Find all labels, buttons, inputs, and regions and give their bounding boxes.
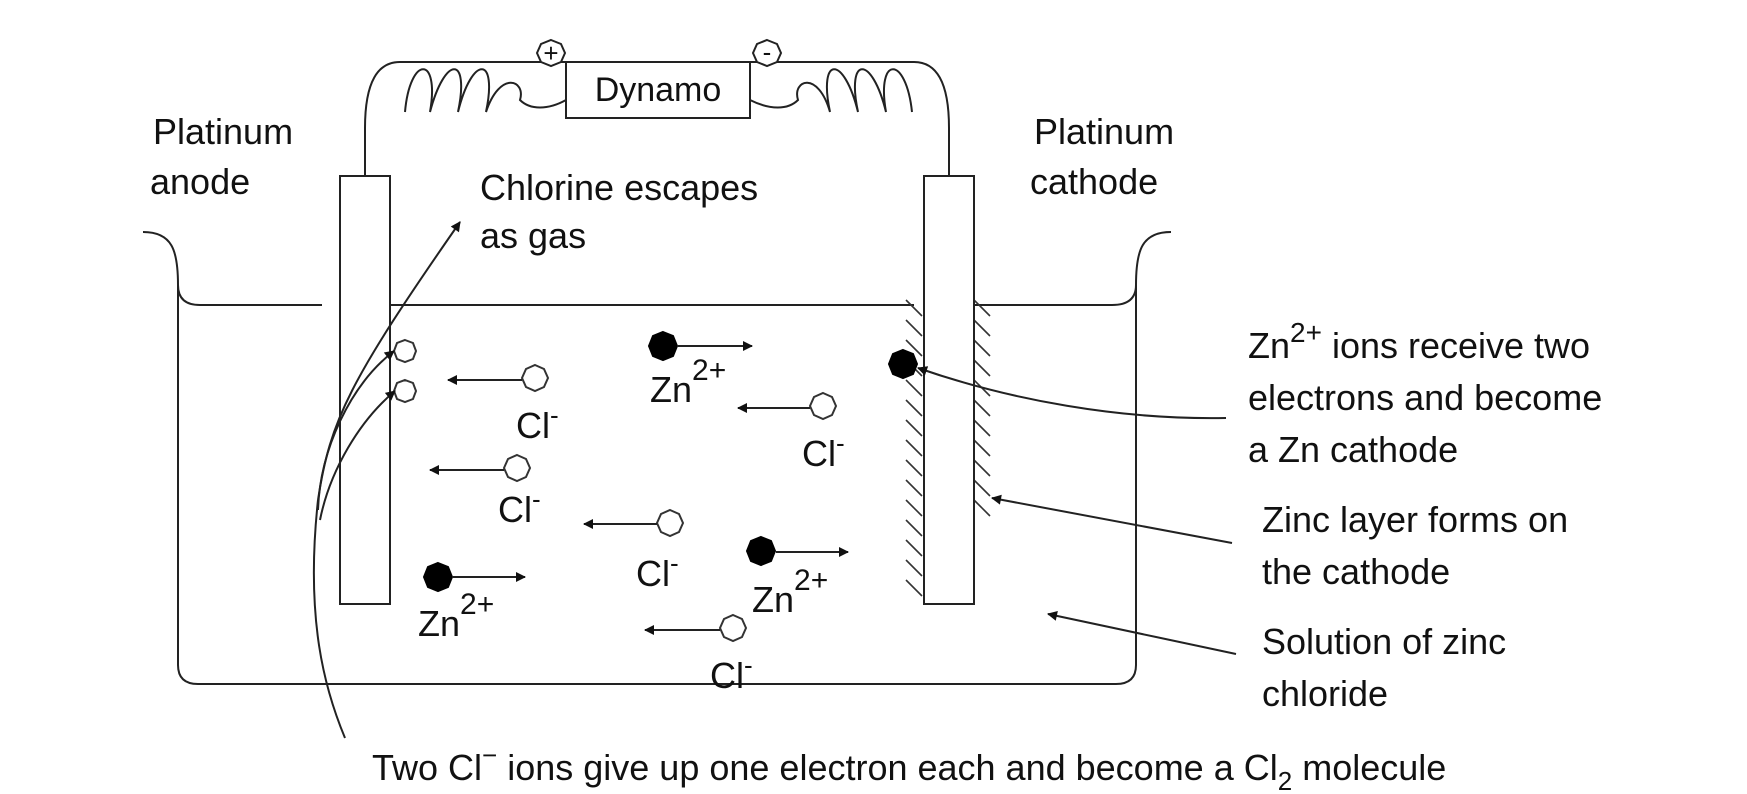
bottom-caption: Two Cl− ions give up one electron each a…: [372, 740, 1446, 794]
liquid-surface: [177, 284, 322, 306]
chloride-ion-label: Cl-: [710, 650, 753, 696]
dynamo-box: [565, 61, 751, 119]
zinc-ion-receive-label: Zn2+ ions receive two electrons and beco…: [1248, 317, 1612, 470]
chloride-ion-label: Cl-: [516, 400, 559, 446]
positive-terminal-icon: [535, 38, 567, 68]
pointer-line: [991, 494, 1233, 544]
pointer-line: [319, 390, 396, 521]
zinc-ion-icon: [745, 535, 777, 567]
chlorine-escape-label: Chlorine escapes as gas: [480, 167, 768, 256]
platinum-anode-electrode: [339, 175, 391, 605]
deposited-zinc-icon: [887, 348, 919, 380]
zinc-layer-hatching: [905, 299, 991, 597]
zinc-ion-label: Zn2+: [418, 588, 494, 644]
wire-left: [364, 60, 567, 176]
chloride-ion-icon: [502, 453, 532, 483]
pointer-line: [917, 366, 1227, 420]
platinum-cathode-electrode: [923, 175, 975, 605]
wire-coil-right: [749, 68, 913, 113]
chloride-ion-icon: [655, 508, 685, 538]
negative-terminal-symbol: -: [763, 37, 772, 67]
chloride-ion-label: Cl-: [802, 428, 845, 474]
wire-coil-left: [404, 68, 567, 113]
chloride-ion-icon: [808, 391, 838, 421]
pointer-line: [1047, 610, 1237, 655]
dynamo-label: Dynamo: [595, 71, 722, 109]
chloride-ion-label: Cl-: [636, 548, 679, 594]
beaker-outline: [142, 231, 1172, 685]
chloride-ion-label: Cl-: [498, 484, 541, 530]
zinc-ion-icon: [647, 330, 679, 362]
zinc-ion-icon: [422, 561, 454, 593]
chlorine-bubble-icon: [392, 378, 418, 404]
anode-label: Platinum anode: [150, 111, 303, 202]
zinc-ion-label: Zn2+: [752, 564, 828, 620]
positive-terminal-symbol: +: [543, 38, 558, 68]
pointer-line: [312, 499, 346, 739]
wire-right: [749, 60, 950, 176]
chlorine-bubble-icon: [392, 338, 418, 364]
zinc-ion-label: Zn2+: [650, 354, 726, 410]
chloride-ion-icon: [718, 613, 748, 643]
solution-label: Solution of zinc chloride: [1262, 621, 1516, 714]
liquid-surface: [974, 284, 1137, 306]
cathode-label: Platinum cathode: [1030, 111, 1184, 202]
pointer-line: [317, 350, 395, 511]
negative-terminal-icon: [751, 38, 783, 68]
chloride-ion-icon: [520, 363, 550, 393]
zinc-layer-label: Zinc layer forms on the cathode: [1262, 499, 1578, 592]
